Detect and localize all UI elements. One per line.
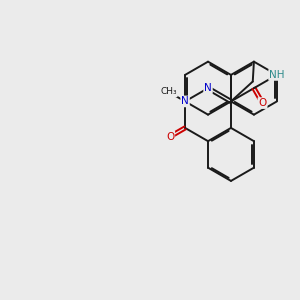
Text: N: N xyxy=(204,83,212,93)
Text: N: N xyxy=(181,96,189,106)
Text: CH₃: CH₃ xyxy=(160,87,177,96)
Text: O: O xyxy=(258,98,267,108)
Text: O: O xyxy=(166,131,174,142)
Text: NH: NH xyxy=(269,70,285,80)
